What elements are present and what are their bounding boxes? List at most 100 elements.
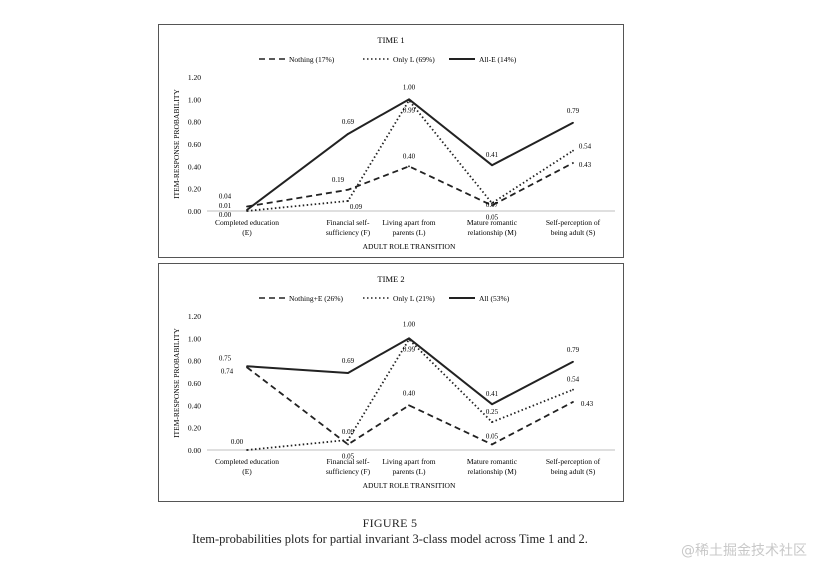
x-tick-label: being adult (S) (551, 228, 596, 237)
data-point (491, 164, 493, 167)
data-label: 0.79 (567, 107, 580, 115)
data-point (572, 401, 574, 403)
x-axis-label: ADULT ROLE TRANSITION (363, 242, 456, 251)
y-tick-label: 0.00 (188, 207, 201, 216)
x-tick-label: (E) (242, 228, 252, 237)
data-point (572, 121, 574, 124)
data-label: 0.43 (581, 400, 594, 408)
y-tick-label: 1.00 (188, 95, 201, 104)
y-tick-label: 0.40 (188, 162, 201, 171)
x-tick-label: parents (L) (392, 467, 426, 476)
y-tick-label: 1.20 (188, 73, 201, 82)
data-label: 0.04 (219, 193, 232, 201)
data-point (572, 162, 574, 164)
data-point (246, 205, 248, 208)
y-tick-label: 0.80 (188, 118, 201, 127)
x-tick-label: Completed education (215, 218, 279, 227)
chart-panel-time-1: TIME 1 Nothing (17%) Only L (69%) All-E (14… (158, 24, 624, 258)
watermark: @稀土掘金技术社区 (681, 543, 807, 559)
data-point (491, 403, 493, 406)
chart-time-2: TIME 2 Nothing+E (26%) Only L (21%) All (53… (172, 274, 615, 490)
y-axis-label: ITEM-RESPONSE PROBABILITY (172, 89, 181, 199)
data-label: 1.00 (403, 83, 416, 91)
x-tick-label: Self-perception of (546, 218, 601, 227)
data-label: 0.54 (579, 143, 592, 151)
data-point (246, 208, 248, 211)
data-point (246, 449, 248, 451)
data-label: 0.25 (486, 408, 499, 416)
x-tick-label: sufficiency (F) (326, 228, 371, 237)
data-label: 0.99 (403, 106, 416, 114)
y-axis-label: ITEM-RESPONSE PROBABILITY (172, 328, 181, 438)
data-point (408, 98, 410, 101)
data-point (408, 337, 410, 340)
legend-entry: All (53%) (479, 294, 510, 303)
chart-title: TIME 1 (377, 35, 404, 45)
x-tick-label: relationship (M) (468, 228, 517, 237)
figure-label: FIGURE 5 (362, 516, 418, 530)
data-label: 1.00 (403, 320, 416, 328)
data-label: 0.41 (486, 151, 499, 159)
data-point (572, 360, 574, 363)
legend-entry: Only L (21%) (393, 294, 435, 303)
data-label: 0.41 (486, 390, 499, 398)
y-tick-label: 0.60 (188, 140, 201, 149)
x-tick-label: Living apart from (382, 218, 435, 227)
data-label: 0.79 (567, 346, 580, 354)
data-point (347, 439, 349, 441)
data-label: 0.69 (342, 357, 355, 365)
data-point (347, 443, 349, 446)
legend-entry: Nothing (17%) (289, 55, 335, 64)
data-label: 0.69 (342, 118, 355, 126)
data-label: 0.09 (342, 428, 355, 436)
y-tick-label: 0.20 (188, 424, 201, 433)
data-label: 0.19 (332, 176, 345, 184)
data-label: 0.40 (403, 152, 416, 160)
data-label: 0.05 (486, 432, 499, 440)
x-tick-label: Mature romantic (467, 218, 518, 227)
series-line (246, 338, 574, 451)
x-tick-label: Financial self- (326, 218, 370, 227)
x-tick-label: Self-perception of (546, 457, 601, 466)
data-point (347, 133, 349, 135)
x-tick-label: being adult (S) (551, 467, 596, 476)
data-point (408, 404, 410, 407)
x-axis-label: ADULT ROLE TRANSITION (363, 481, 456, 490)
data-label: 0.05 (342, 452, 355, 460)
chart-title: TIME 2 (377, 274, 404, 284)
y-tick-label: 1.00 (188, 334, 201, 343)
data-label: 0.07 (486, 201, 499, 209)
data-label: 0.43 (579, 161, 592, 169)
chart-time-1: TIME 1 Nothing (17%) Only L (69%) All-E (14… (172, 35, 615, 251)
figure-caption: Item-probabilities plots for partial inv… (192, 532, 588, 546)
data-point (491, 204, 493, 207)
y-tick-label: 1.20 (188, 312, 201, 321)
data-label: 0.40 (403, 389, 416, 397)
data-point (246, 365, 248, 368)
y-tick-label: 0.40 (188, 401, 201, 410)
data-point (347, 188, 349, 191)
legend-entry: Only L (69%) (393, 55, 435, 64)
series-line (246, 162, 574, 208)
data-label: 0.99 (403, 345, 416, 353)
data-point (347, 200, 349, 202)
y-tick-label: 0.60 (188, 379, 201, 388)
legend-entry: Nothing+E (26%) (289, 294, 344, 303)
y-tick-label: 0.80 (188, 357, 201, 366)
data-label: 0.01 (219, 202, 232, 210)
data-label: 0.00 (231, 438, 244, 446)
x-tick-label: parents (L) (392, 228, 426, 237)
data-point (491, 202, 493, 205)
data-label: 0.05 (486, 213, 499, 221)
data-point (347, 372, 349, 374)
x-tick-label: Completed education (215, 457, 279, 466)
data-label: 0.54 (567, 376, 580, 384)
data-point (572, 388, 574, 391)
x-tick-label: Living apart from (382, 457, 435, 466)
y-tick-label: 0.00 (188, 446, 201, 455)
data-label: 0.09 (350, 203, 363, 211)
data-label: 0.74 (221, 367, 234, 375)
data-point (491, 443, 493, 446)
data-label: 0.75 (219, 354, 232, 362)
y-tick-label: 0.20 (188, 185, 201, 194)
